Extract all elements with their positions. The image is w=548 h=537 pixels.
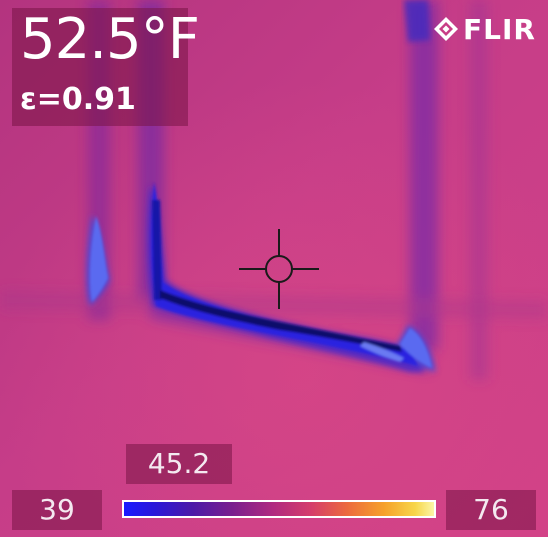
flir-logo-icon — [434, 17, 459, 41]
spot-temperature-value: 45.2 — [126, 444, 232, 484]
measurement-readout-panel: 52.5°F ε=0.91 — [12, 7, 200, 126]
color-palette-bar — [122, 500, 436, 518]
temperature-reading: 52.5°F — [20, 7, 200, 72]
brand-name: FLIR — [463, 12, 536, 46]
scale-max-value: 76 — [446, 490, 536, 530]
crosshair-icon — [239, 229, 319, 309]
scale-min-value: 39 — [12, 490, 102, 530]
brand-logo: FLIR — [433, 12, 536, 46]
emissivity-reading: ε=0.91 — [20, 82, 136, 117]
